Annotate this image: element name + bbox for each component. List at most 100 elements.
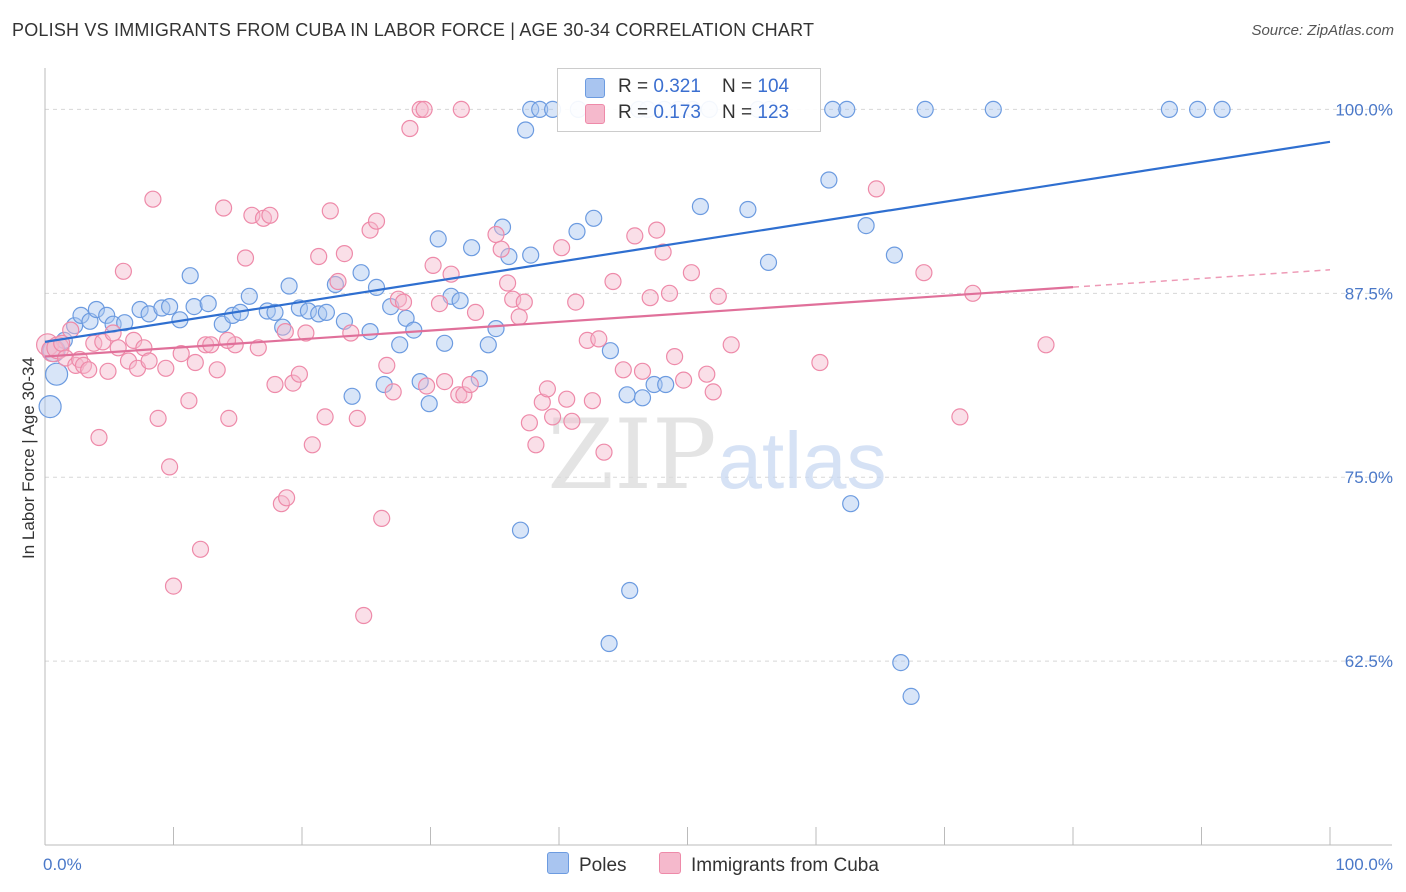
chart-title: POLISH VS IMMIGRANTS FROM CUBA IN LABOR … xyxy=(12,20,815,40)
poles-point xyxy=(470,370,488,388)
cuba-point xyxy=(109,339,127,357)
cuba-point xyxy=(510,308,528,326)
poles-point xyxy=(131,300,149,319)
grid-layer xyxy=(45,108,1392,662)
cuba-point xyxy=(533,393,551,411)
cuba-point xyxy=(411,100,429,119)
tick-labels-layer: 62.5% 75.0% 87.5% 100.0% 0.0% 100.0% xyxy=(43,100,1393,874)
cuba-point xyxy=(208,361,226,379)
cuba-point xyxy=(558,390,576,408)
cuba-point xyxy=(654,243,672,261)
cuba-swatch xyxy=(585,104,605,124)
poles-r-value: 0.321 xyxy=(653,76,701,97)
poles-point xyxy=(343,387,361,405)
cuba-point xyxy=(389,290,407,308)
cuba-point xyxy=(563,412,581,430)
cuba-point xyxy=(455,386,473,404)
cuba-point xyxy=(303,436,321,454)
poles-point xyxy=(842,495,860,513)
cuba-point xyxy=(951,408,969,426)
cuba-point xyxy=(90,428,108,447)
cuba-point xyxy=(215,199,233,217)
cuba-point xyxy=(452,100,470,119)
cuba-point xyxy=(186,353,204,372)
cuba-point xyxy=(218,331,237,349)
cuba-point xyxy=(641,289,659,307)
poles-point xyxy=(240,287,258,305)
cuba-point xyxy=(329,272,347,291)
watermark: ZIP atlas xyxy=(547,399,886,511)
legend-poles-swatch xyxy=(547,852,569,874)
cuba-point xyxy=(811,353,829,372)
cuba-point xyxy=(682,264,701,282)
poles-point xyxy=(116,314,134,332)
poles-point xyxy=(759,253,778,271)
cuba-point xyxy=(595,443,613,461)
cuba-point xyxy=(660,284,679,302)
cuba-point xyxy=(144,190,162,208)
cuba-trendline-extension xyxy=(1072,269,1331,288)
cuba-point xyxy=(604,272,622,291)
poles-point xyxy=(838,100,856,119)
cuba-point xyxy=(266,375,284,394)
cuba-point xyxy=(290,365,308,383)
y-tick-label: 87.5% xyxy=(1345,284,1393,303)
poles-point xyxy=(361,323,379,341)
poles-point xyxy=(984,100,1002,119)
legend-poles-label: Poles xyxy=(579,855,627,876)
cuba-point xyxy=(461,375,479,394)
cuba-point xyxy=(278,489,296,507)
legend-item-poles[interactable]: Poles xyxy=(547,852,627,877)
poles-point xyxy=(181,267,199,285)
poles-point xyxy=(531,100,549,119)
cuba-point xyxy=(1037,336,1055,354)
cuba-point xyxy=(633,362,652,380)
legend-item-cuba[interactable]: Immigrants from Cuba xyxy=(659,852,879,877)
cuba-point xyxy=(99,362,117,380)
cuba-point xyxy=(348,409,366,427)
poles-point xyxy=(585,209,603,227)
trendlines-layer xyxy=(44,140,1331,358)
cuba-point xyxy=(424,256,442,274)
poles-swatch xyxy=(585,78,605,98)
cuba-point xyxy=(284,374,302,392)
cuba-point xyxy=(415,100,433,119)
cuba-point xyxy=(249,339,267,357)
poles-n-value: 104 xyxy=(757,76,790,97)
poles-point xyxy=(691,197,710,216)
poles-point xyxy=(391,336,409,354)
cuba-point xyxy=(164,577,183,595)
poles-trendline xyxy=(44,140,1331,343)
cuba-point xyxy=(418,377,436,395)
poles-point xyxy=(916,100,934,119)
cuba-point xyxy=(180,392,198,410)
poles-point xyxy=(317,303,335,321)
poles-point xyxy=(657,375,675,394)
cuba-point xyxy=(261,206,279,224)
poles-point xyxy=(479,336,497,354)
cuba-point xyxy=(378,356,396,374)
cuba-r-label: R = xyxy=(618,102,654,123)
poles-point xyxy=(451,292,469,310)
chart-source: Source: ZipAtlas.com xyxy=(1251,22,1394,39)
poles-point xyxy=(405,321,423,339)
poles-point xyxy=(885,246,904,264)
cuba-point xyxy=(915,264,933,282)
poles-point xyxy=(266,303,284,321)
cuba-point xyxy=(161,458,179,476)
poles-n-label: N = xyxy=(722,76,758,97)
poles-point xyxy=(600,634,618,653)
cuba-point xyxy=(626,227,644,245)
poles-point xyxy=(199,295,217,313)
poles-point xyxy=(618,386,636,404)
cuba-point xyxy=(450,386,468,404)
cuba-point xyxy=(384,383,402,401)
poles-point xyxy=(902,687,920,706)
cuba-point xyxy=(310,247,328,266)
cuba-point xyxy=(220,409,238,427)
cuba-point xyxy=(648,221,666,239)
poles-point xyxy=(568,222,586,241)
cuba-point xyxy=(430,295,449,313)
cuba-point xyxy=(704,383,722,401)
watermark-zip: ZIP xyxy=(547,399,716,511)
